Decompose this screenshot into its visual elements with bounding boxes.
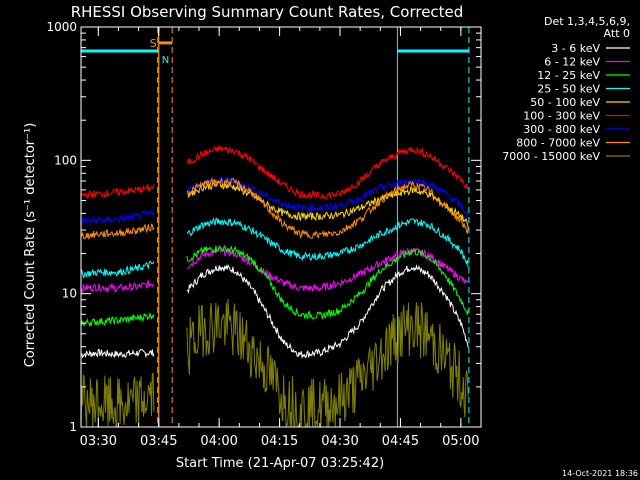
legend-label-8: 7000 - 15000 keV bbox=[502, 150, 600, 163]
x-tick-label-3: 04:15 bbox=[261, 434, 298, 449]
series-line-2 bbox=[80, 244, 469, 327]
night-label: N bbox=[162, 55, 169, 66]
x-tick-label-2: 04:00 bbox=[200, 434, 237, 449]
x-tick-label-4: 04:30 bbox=[321, 434, 358, 449]
legend-label-4: 50 - 100 keV bbox=[530, 96, 600, 109]
series-layer bbox=[80, 145, 469, 428]
y-tick-label-3: 1000 bbox=[46, 20, 77, 34]
series-line-4 bbox=[186, 179, 469, 228]
chart-title: RHESSI Observing Summary Count Rates, Co… bbox=[71, 3, 464, 21]
x-tick-label-6: 05:00 bbox=[442, 434, 479, 449]
legend-label-0: 3 - 6 keV bbox=[551, 42, 600, 55]
series-line-0 bbox=[80, 263, 469, 360]
saa-label: S bbox=[150, 37, 157, 50]
y-tick-label-0: 1 bbox=[69, 420, 77, 434]
axes-layer: 1 10 100 1000 03:30 03:45 04:00 04:15 04:30 04:45… bbox=[46, 20, 482, 449]
plot-frame bbox=[80, 26, 482, 428]
legend-label-1: 6 - 12 keV bbox=[544, 56, 600, 69]
series-line-3 bbox=[80, 217, 469, 279]
y-tick-label-2: 100 bbox=[54, 153, 77, 167]
x-tick-label-5: 04:45 bbox=[382, 434, 419, 449]
series-line-7 bbox=[80, 177, 469, 241]
legend-label-7: 800 - 7000 keV bbox=[516, 137, 600, 150]
x-axis-label: Start Time (21-Apr-07 03:25:42) bbox=[176, 456, 384, 471]
x-tick-label-0: 03:30 bbox=[80, 434, 117, 449]
legend-label-3: 25 - 50 keV bbox=[537, 83, 600, 96]
legend-header-line-1: Det 1,3,4,5,6,9, bbox=[544, 15, 630, 28]
series-line-6 bbox=[80, 175, 469, 225]
series-line-5 bbox=[80, 145, 469, 201]
legend-label-2: 12 - 25 keV bbox=[537, 69, 600, 82]
y-axis-label: Corrected Count Rate (s⁻¹ detector⁻¹) bbox=[23, 123, 38, 368]
series-line-8 bbox=[80, 298, 469, 428]
generation-timestamp: 14-Oct-2021 18:36 bbox=[562, 469, 638, 478]
x-tick-label-1: 03:45 bbox=[140, 434, 177, 449]
legend-label-5: 100 - 300 keV bbox=[523, 110, 600, 123]
legend-header-line-2: Att 0 bbox=[604, 27, 630, 40]
legend-label-6: 300 - 800 keV bbox=[523, 123, 600, 136]
y-tick-label-1: 10 bbox=[62, 287, 77, 301]
